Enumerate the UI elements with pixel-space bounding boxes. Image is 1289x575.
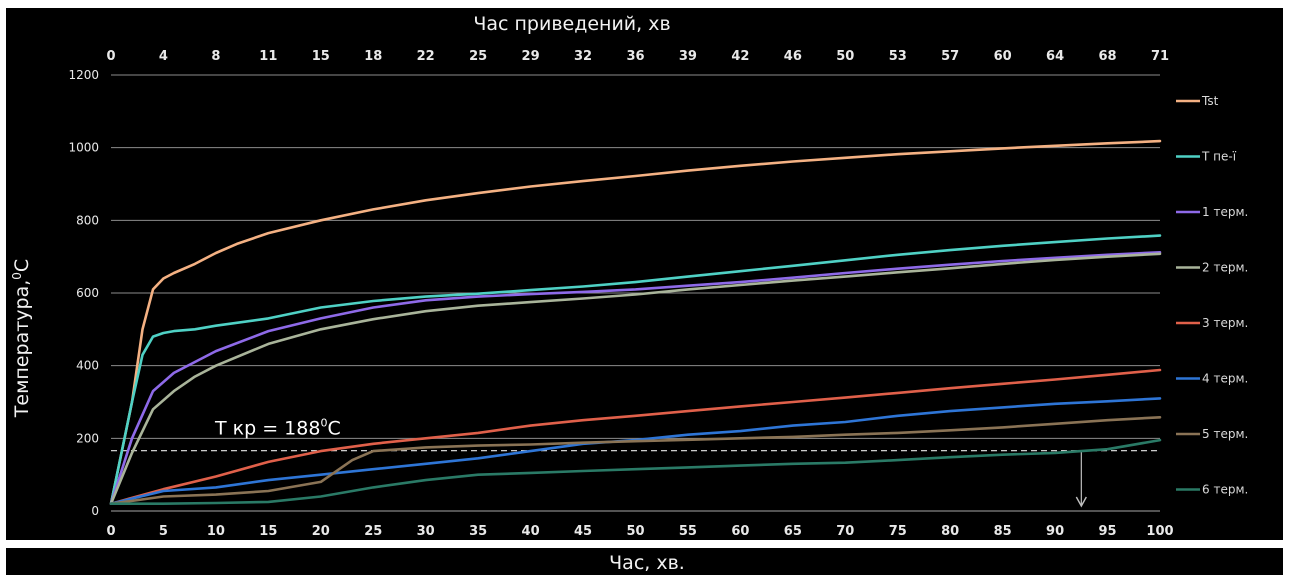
- threshold-annotation: T кр = 1880C: [111, 417, 1160, 508]
- y-tick-label: 0: [91, 504, 99, 518]
- chart-panel: Час приведений, хв 0 200 400 600 800 1000 1200…: [6, 8, 1283, 540]
- x-tick-label: 5: [159, 524, 168, 539]
- x-tick-label: 100: [1146, 524, 1173, 539]
- y-tick-label: 200: [76, 431, 99, 445]
- top-x-tick-label: 29: [522, 49, 540, 64]
- top-x-tick-label: 39: [679, 49, 697, 64]
- top-x-tick-label: 68: [1099, 49, 1117, 64]
- x-tick-label: 45: [574, 524, 592, 539]
- x-tick-label: 0: [106, 524, 115, 539]
- y-tick-label: 800: [76, 213, 99, 227]
- x-tick-label: 80: [941, 524, 959, 539]
- x-tick-label: 70: [836, 524, 854, 539]
- series-line: [109, 234, 1162, 505]
- top-x-tick-label: 32: [574, 49, 592, 64]
- top-x-tick-label: 36: [626, 49, 644, 64]
- top-x-tick-label: 22: [417, 49, 435, 64]
- legend-label: Tst: [1201, 94, 1219, 108]
- top-x-tick-label: 18: [364, 49, 382, 64]
- y-axis-title: Температура,0C: [10, 259, 33, 418]
- x-tick-label: 10: [207, 524, 225, 539]
- x-tick-label: 20: [312, 524, 330, 539]
- legend-label: 5 терм.: [1202, 427, 1248, 441]
- top-x-tick-label: 46: [784, 49, 802, 64]
- top-x-axis-ticks: 0 4 8 11 15 18 22 25 29 32 36 39 42 46 50 53 57 60 64 68 71: [106, 49, 1169, 64]
- line-chart: Час приведений, хв 020040060080010001200…: [10, 13, 1248, 539]
- series-line: [109, 368, 1162, 505]
- threshold-arrow-head: [1075, 496, 1087, 508]
- legend-label: 6 терм.: [1202, 483, 1248, 497]
- x-axis-title: Час, хв.: [609, 552, 685, 574]
- legend: Tst T пе-ї 1 терм. 2 терм. 3 терм. 4 терм. 5 т…: [1176, 94, 1248, 497]
- top-x-tick-label: 64: [1046, 49, 1064, 64]
- top-x-tick-label: 50: [836, 49, 854, 64]
- series-line: [109, 139, 1162, 505]
- top-x-tick-label: 71: [1151, 49, 1169, 64]
- x-tick-label: 50: [626, 524, 644, 539]
- top-x-tick-label: 25: [469, 49, 487, 64]
- x-tick-label: 75: [889, 524, 907, 539]
- series-line: [109, 252, 1162, 505]
- x-axis-ticks: 0 5 10 15 20 25 30 35 40 45 50 55 60 65 70 75 80 85 90 95 10…: [106, 524, 1173, 539]
- top-x-tick-label: 42: [731, 49, 749, 64]
- top-x-tick-label: 8: [211, 49, 220, 64]
- top-axis-title: Час приведений, хв: [473, 13, 670, 35]
- series-lines: [109, 139, 1162, 505]
- x-tick-label: 90: [1046, 524, 1064, 539]
- legend-label: 3 терм.: [1202, 316, 1248, 330]
- x-tick-label: 55: [679, 524, 697, 539]
- series-line: [109, 438, 1162, 505]
- top-x-tick-label: 15: [312, 49, 330, 64]
- x-tick-label: 15: [259, 524, 277, 539]
- threshold-label: T кр = 1880C: [214, 417, 341, 440]
- series-line: [109, 416, 1162, 505]
- x-tick-label: 95: [1099, 524, 1117, 539]
- series-line: [109, 251, 1162, 505]
- x-tick-label: 35: [469, 524, 487, 539]
- legend-label: T пе-ї: [1201, 150, 1237, 164]
- legend-label: 2 терм.: [1202, 261, 1248, 275]
- legend-label: 4 терм.: [1202, 372, 1248, 386]
- grid: [111, 74, 1160, 512]
- y-tick-label: 400: [76, 359, 99, 373]
- x-tick-label: 65: [784, 524, 802, 539]
- y-tick-label: 600: [76, 286, 99, 300]
- y-tick-label: 1200: [68, 68, 99, 82]
- x-axis-title-panel: Час, хв.: [6, 548, 1283, 575]
- y-tick-label: 1000: [68, 141, 99, 155]
- x-tick-label: 60: [731, 524, 749, 539]
- top-x-tick-label: 53: [889, 49, 907, 64]
- top-x-tick-label: 0: [106, 49, 115, 64]
- x-tick-label: 25: [364, 524, 382, 539]
- y-axis-ticks: 0 200 400 600 800 1000 1200: [68, 68, 99, 518]
- top-x-tick-label: 4: [159, 49, 168, 64]
- legend-label: 1 терм.: [1202, 205, 1248, 219]
- x-tick-label: 85: [994, 524, 1012, 539]
- x-tick-label: 30: [417, 524, 435, 539]
- top-x-tick-label: 57: [941, 49, 959, 64]
- x-tick-label: 40: [522, 524, 540, 539]
- top-x-tick-label: 11: [259, 49, 277, 64]
- top-x-tick-label: 60: [994, 49, 1012, 64]
